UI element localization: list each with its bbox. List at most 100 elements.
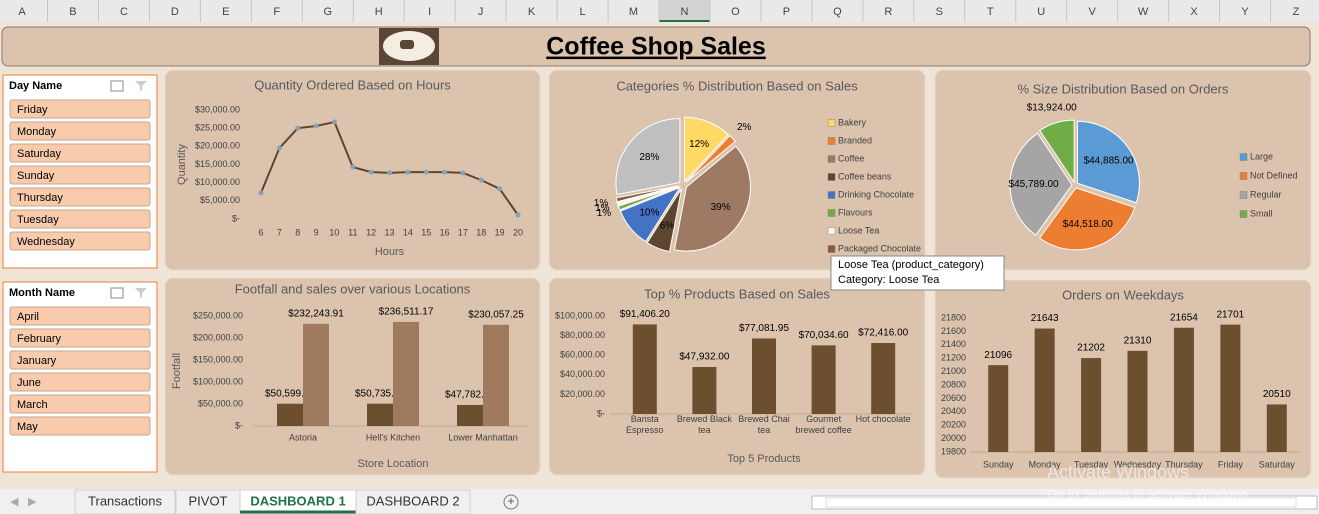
y-tick-label: 21400 (941, 339, 966, 349)
slicer-item-label[interactable]: May (17, 421, 38, 433)
column-header: Y (1241, 6, 1249, 18)
data-label: 21701 (1216, 309, 1244, 320)
chart-title: Top % Products Based on Sales (644, 286, 830, 301)
slicer-item-label[interactable]: Monday (17, 126, 57, 138)
y-tick-label: $25,000.00 (195, 123, 240, 133)
slicer-item[interactable] (9, 209, 151, 229)
slicer-item[interactable] (9, 306, 151, 326)
clear-filter[interactable] (135, 288, 147, 298)
bar (1127, 350, 1148, 452)
slicer-item-label[interactable]: Saturday (17, 148, 62, 160)
sheet-tab-label[interactable]: PIVOT (188, 493, 227, 508)
sheet-tab[interactable] (239, 489, 357, 514)
slicer-item[interactable] (9, 328, 151, 348)
x-tick-label: Hot chocolate (856, 414, 911, 424)
clear-filter[interactable] (135, 81, 147, 91)
data-label: $47,782.00 (445, 390, 495, 401)
data-label: $232,243.91 (288, 308, 344, 319)
multi-select[interactable] (110, 287, 124, 299)
bar (632, 324, 657, 414)
active-column (659, 0, 711, 22)
slicer-item-label[interactable]: Thursday (17, 192, 63, 204)
x-tick-label: Sunday (983, 459, 1014, 469)
sheet-tab[interactable] (355, 489, 471, 514)
sheet-tab-label[interactable]: DASHBOARD 2 (366, 493, 459, 508)
data-label: 2% (737, 122, 752, 133)
chart-title: Footfall and sales over various Location… (235, 281, 471, 296)
y-tick-label: 19800 (941, 446, 966, 456)
y-tick-label: $200,000.00 (193, 332, 243, 342)
slice (1039, 119, 1075, 184)
multi-select[interactable] (110, 80, 124, 92)
tab-nav[interactable]: ◀ (10, 496, 19, 508)
slicer-item-label[interactable]: Friday (17, 104, 48, 116)
data-label: $236,511.17 (379, 307, 434, 318)
slicer-item[interactable] (9, 121, 151, 141)
sheet-tab-label[interactable]: Transactions (88, 493, 162, 508)
marker (331, 119, 337, 125)
bar (988, 365, 1009, 452)
scroll-thumb[interactable] (825, 497, 1297, 508)
slicer-item[interactable] (9, 394, 151, 414)
y-axis-label: Footfall (171, 353, 183, 389)
x-tick-label: Hell's Kitchen (366, 432, 420, 442)
data-label: $44,885.00 (1084, 155, 1134, 166)
x-tick-label: Wednesday (1114, 459, 1162, 469)
slicer-item[interactable] (9, 416, 151, 436)
slice (1009, 132, 1073, 236)
bar (483, 324, 509, 426)
column-header: Q (833, 6, 842, 18)
x-tick-label: Astoria (289, 432, 317, 442)
column-header: Z (1293, 6, 1300, 18)
y-tick-label: $5,000.00 (200, 195, 240, 205)
slicer-item[interactable] (9, 187, 151, 207)
slicer-item-label[interactable]: January (17, 355, 57, 367)
legend-label: Drinking Chocolate (838, 189, 914, 199)
slicer-item-label[interactable]: March (17, 399, 48, 411)
sheet-tab[interactable] (74, 489, 176, 514)
sheet-tab[interactable] (175, 489, 241, 514)
tooltip-line: Loose Tea (product_category) (838, 259, 984, 271)
slicer-item[interactable] (9, 165, 151, 185)
slicer-item[interactable] (9, 143, 151, 163)
slicer-item[interactable] (9, 372, 151, 392)
slicer-item[interactable] (9, 99, 151, 119)
slicer-item[interactable] (9, 350, 151, 370)
y-tick-label: $15,000.00 (195, 159, 240, 169)
x-axis-label: Top 5 Products (727, 453, 801, 465)
legend-label: Branded (838, 135, 872, 145)
slicer-item-label[interactable]: Sunday (17, 170, 55, 182)
slicer-item-label[interactable]: April (17, 311, 39, 323)
data-label: $45,789.00 (1009, 179, 1059, 190)
legend-swatch (827, 119, 836, 127)
chart-title: Quantity Ordered Based on Hours (254, 77, 451, 92)
data-label: 1% (594, 198, 609, 209)
data-label: $44,518.00 (1063, 219, 1113, 230)
slicer-item-label[interactable]: Wednesday (17, 236, 75, 248)
slicer-item-label[interactable]: February (17, 333, 62, 345)
marker (423, 169, 429, 175)
data-label: $50,735.00 (355, 388, 405, 399)
bar (752, 338, 776, 414)
bar (871, 343, 896, 414)
slicer-item[interactable] (9, 231, 151, 251)
y-tick-label: $- (235, 420, 243, 430)
legend-label: Coffee beans (838, 171, 892, 181)
slicer-item-label[interactable]: Tuesday (17, 214, 59, 226)
add-sheet-plus[interactable]: + (507, 494, 514, 508)
logo-cup (400, 40, 414, 49)
chart-panel (164, 69, 541, 271)
chart-title: % Size Distribution Based on Orders (1018, 81, 1229, 96)
slicer-item-label[interactable]: June (17, 377, 41, 389)
chart-title: Categories % Distribution Based on Sales (616, 78, 858, 93)
y-tick-label: 20000 (941, 433, 966, 443)
tab-nav[interactable]: ▶ (28, 496, 37, 508)
slice (615, 117, 681, 196)
slice (646, 188, 683, 253)
slice (1038, 187, 1136, 251)
sheet-tab-label[interactable]: DASHBOARD 1 (250, 493, 345, 508)
legend-swatch (827, 173, 836, 181)
bar (277, 403, 303, 426)
add-sheet[interactable] (503, 494, 519, 510)
legend-label: Not Defined (1250, 170, 1298, 180)
